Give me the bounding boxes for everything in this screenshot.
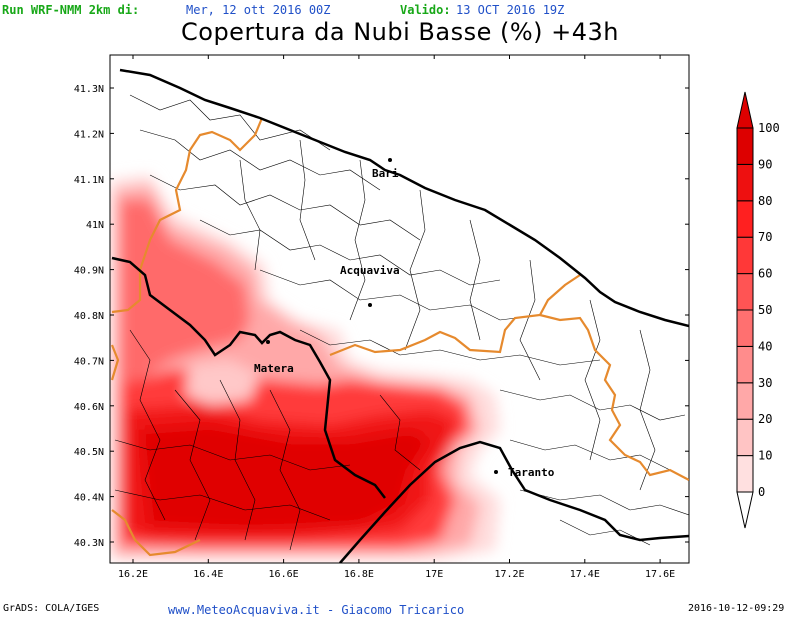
lat-tick-label: 40.6N <box>74 402 104 413</box>
colorbar-swatch <box>736 163 754 202</box>
run-date: Mer, 12 ott 2016 00Z <box>186 3 331 17</box>
run-label: Run WRF-NMM 2km di: <box>2 3 140 17</box>
lon-tick-label: 17.6E <box>645 569 675 580</box>
lon-tick-label: 17.4E <box>570 569 600 580</box>
plot-frame <box>109 54 690 564</box>
grads-credit: GrADS: COLA/IGES <box>3 603 100 614</box>
colorbar-label: 80 <box>758 194 772 208</box>
lat-axis: 41.3N 41.2N 41.1N 41N 40.9N 40.8N 40.7N 40.6N 40… <box>74 84 689 549</box>
map-title: Copertura da Nubi Basse (%) +43h <box>181 18 619 46</box>
lon-tick-label: 17.2E <box>494 569 524 580</box>
colorbar-label: 50 <box>758 303 772 317</box>
lon-tick-label: 16.2E <box>118 569 148 580</box>
colorbar-label: 30 <box>758 376 772 390</box>
colorbar-swatch <box>736 127 754 165</box>
author-credit[interactable]: www.MeteoAcquaviva.it - Giacomo Tricaric… <box>168 603 465 617</box>
city-markers <box>266 158 498 474</box>
city-taranto: Taranto <box>508 466 555 479</box>
colorbar-swatch <box>736 418 754 457</box>
colorbar: 0 10 20 30 40 50 60 70 80 90 100 <box>736 91 780 529</box>
colorbar-swatch <box>736 200 754 238</box>
colorbar-swatch <box>736 455 754 493</box>
colorbar-label: 60 <box>758 267 772 281</box>
colorbar-swatch <box>736 345 754 384</box>
colorbar-swatch <box>736 273 754 311</box>
lat-tick-label: 41.2N <box>74 129 104 140</box>
city-matera: Matera <box>254 362 294 375</box>
colorbar-label: 10 <box>758 449 772 463</box>
lat-tick-label: 40.4N <box>74 493 104 504</box>
city-acquaviva: Acquaviva <box>340 264 400 277</box>
colorbar-bottom-arrow <box>736 491 754 529</box>
valid-label: Valido: <box>400 3 451 17</box>
lon-tick-label: 16.6E <box>269 569 299 580</box>
lat-tick-label: 40.5N <box>74 447 104 458</box>
lat-tick-label: 41.3N <box>74 84 104 95</box>
colorbar-swatch <box>736 382 754 420</box>
city-bari: Bari <box>372 167 399 180</box>
municipal-boundaries <box>114 94 689 551</box>
lon-tick-label: 16.8E <box>344 569 374 580</box>
colorbar-swatch <box>736 309 754 347</box>
colorbar-swatch <box>736 236 754 275</box>
lat-tick-label: 40.3N <box>74 538 104 549</box>
colorbar-label: 20 <box>758 412 772 426</box>
lon-tick-label: 16.4E <box>193 569 223 580</box>
colorbar-label: 40 <box>758 339 772 353</box>
colorbar-top-arrow <box>736 91 754 129</box>
timestamp: 2016-10-12-09:29 <box>688 603 785 614</box>
lon-tick-label: 17E <box>425 569 443 580</box>
valid-date: 13 OCT 2016 19Z <box>456 3 565 17</box>
colorbar-label: 70 <box>758 230 772 244</box>
regional-boundaries <box>110 117 689 557</box>
city-labels: Bari Acquaviva Matera Taranto <box>254 167 555 479</box>
colorbar-label: 0 <box>758 485 765 499</box>
lon-axis: 16.2E 16.4E 16.6E 16.8E 17E 17.2E 17.4E 17.6E <box>118 55 675 580</box>
coastline-and-provinces <box>111 68 689 563</box>
lat-tick-label: 40.8N <box>74 311 104 322</box>
lat-tick-label: 40.9N <box>74 266 104 277</box>
lat-tick-label: 40.7N <box>74 356 104 367</box>
lat-tick-label: 41.1N <box>74 175 104 186</box>
lat-tick-label: 41N <box>86 220 104 231</box>
colorbar-label: 100 <box>758 121 780 135</box>
colorbar-label: 90 <box>758 157 772 171</box>
